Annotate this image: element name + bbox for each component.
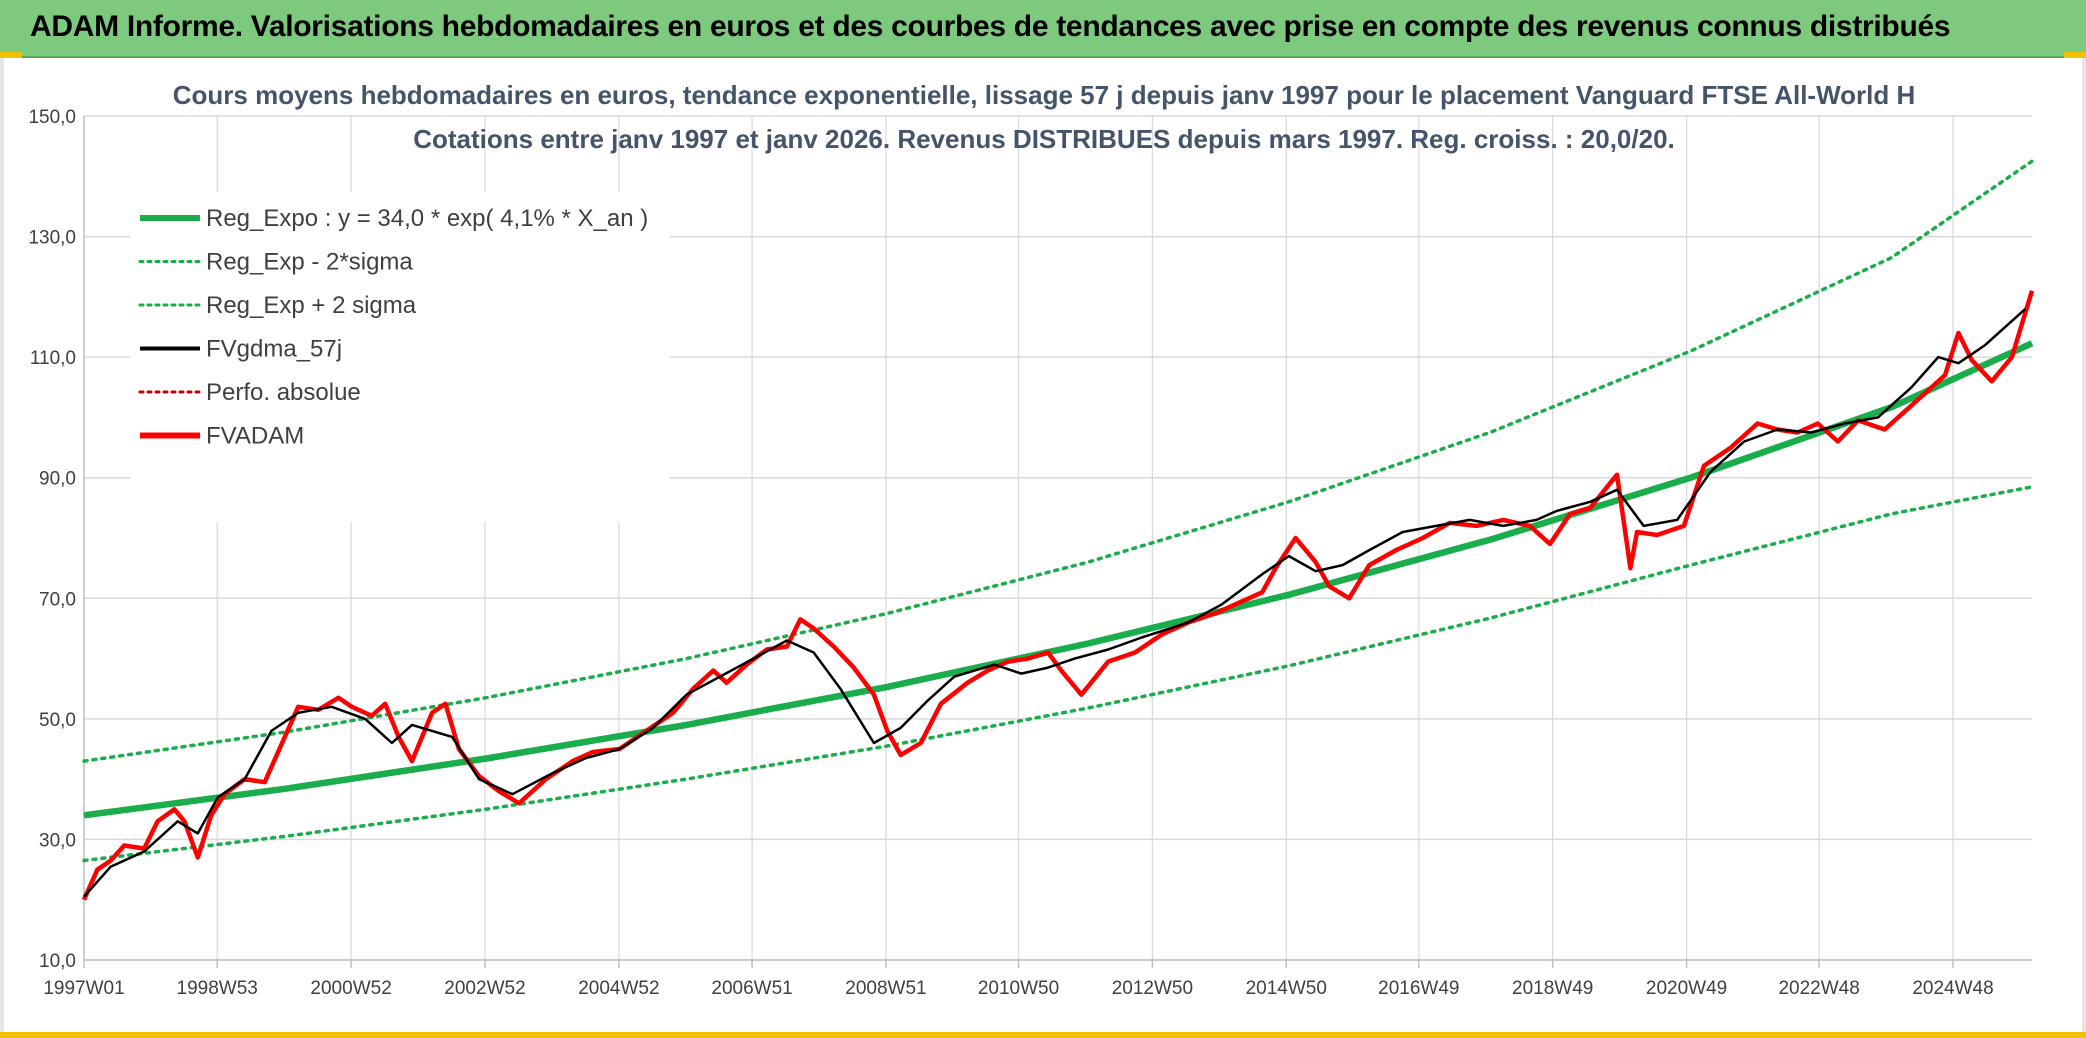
report-title: ADAM Informe. Valorisations hebdomadaire… bbox=[30, 10, 1951, 43]
x-tick-label: 1998W53 bbox=[177, 978, 258, 999]
y-tick-label: 10,0 bbox=[39, 951, 76, 972]
x-tick-label: 2012W50 bbox=[1112, 978, 1193, 999]
y-tick-label: 90,0 bbox=[39, 469, 76, 490]
x-tick-label: 2000W52 bbox=[310, 978, 391, 999]
x-tick-label: 2022W48 bbox=[1778, 978, 1859, 999]
x-tick-label: 2006W51 bbox=[711, 978, 792, 999]
y-tick-label: 70,0 bbox=[39, 589, 76, 610]
x-tick-label: 2004W52 bbox=[578, 978, 659, 999]
series-line-fvgdma-57j bbox=[83, 307, 2027, 898]
bottom-accent-bar bbox=[0, 1032, 2086, 1038]
x-tick-label: 2010W50 bbox=[978, 978, 1059, 999]
x-tick-label: 2016W49 bbox=[1378, 978, 1459, 999]
series-line-reg-exp-2-sigma bbox=[82, 485, 2034, 863]
series-line-reg-exp-2-sigma bbox=[82, 159, 2034, 763]
x-tick-label: 2024W48 bbox=[1912, 978, 1993, 999]
y-tick-label: 110,0 bbox=[30, 348, 76, 369]
y-tick-label: 150,0 bbox=[28, 107, 76, 128]
x-tick-label: 2018W49 bbox=[1512, 978, 1593, 999]
legend-label: Reg_Expo : y = 34,0 * exp( 4,1% * X_an ) bbox=[206, 205, 648, 232]
x-tick-label: 2020W49 bbox=[1646, 978, 1727, 999]
chart-legend: Reg_Expo : y = 34,0 * exp( 4,1% * X_an )… bbox=[138, 205, 648, 450]
legend-label: FVADAM bbox=[206, 423, 304, 450]
y-tick-label: 30,0 bbox=[39, 830, 76, 851]
x-tick-label: 2014W50 bbox=[1246, 978, 1327, 999]
y-tick-label: 130,0 bbox=[28, 228, 76, 249]
x-tick-label: 1997W01 bbox=[43, 978, 124, 999]
axis-layer: 10,0 30,0 50,0 70,0 90,0 110,0 130,0 150,0 1997W… bbox=[28, 107, 2032, 999]
x-tick-label: 2002W52 bbox=[444, 978, 525, 999]
legend-label: FVgdma_57j bbox=[206, 336, 342, 363]
x-tick-label: 2008W51 bbox=[845, 978, 926, 999]
series-line-reg-expo-y-34-0-exp-4-1-x-an bbox=[83, 340, 2034, 819]
legend-label: Reg_Exp + 2 sigma bbox=[206, 292, 417, 319]
banner-accent-left bbox=[0, 52, 22, 58]
report-banner: ADAM Informe. Valorisations hebdomadaire… bbox=[0, 0, 2086, 58]
legend-background bbox=[130, 192, 670, 522]
trend-chart: 10,0 30,0 50,0 70,0 90,0 110,0 130,0 150,0 1997W… bbox=[28, 80, 2035, 999]
legend-label: Perfo. absolue bbox=[206, 379, 361, 406]
legend-label: Reg_Exp - 2*sigma bbox=[206, 249, 413, 276]
series-layer bbox=[81, 159, 2035, 901]
chart-frame: 10,0 30,0 50,0 70,0 90,0 110,0 130,0 150,0 1997W… bbox=[0, 58, 2086, 1038]
chart-title-line-1: Cours moyens hebdomadaires en euros, ten… bbox=[173, 80, 1916, 110]
chart-title-line-2: Cotations entre janv 1997 et janv 2026. … bbox=[413, 124, 1675, 154]
y-tick-label: 50,0 bbox=[39, 710, 76, 731]
banner-accent-right bbox=[2064, 52, 2086, 58]
